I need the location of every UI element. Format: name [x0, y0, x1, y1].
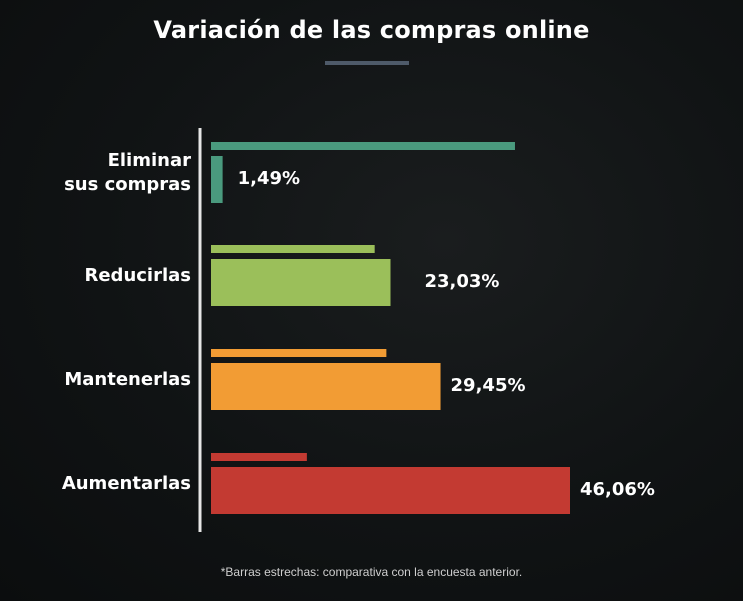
value-bar	[211, 363, 441, 410]
category-label: Aumentarlas	[61, 472, 191, 494]
value-bar	[211, 259, 391, 306]
comparison-bar	[211, 245, 375, 253]
comparison-bar	[211, 453, 307, 461]
data-label: 29,45%	[450, 374, 526, 396]
value-bar	[211, 156, 223, 203]
value-bar	[211, 467, 570, 514]
comparison-bar	[211, 349, 387, 357]
category-label: Reducirlas	[84, 264, 191, 286]
category-label: Mantenerlas	[64, 368, 191, 390]
data-label: 1,49%	[237, 167, 301, 189]
chart-title: Variación de las compras online	[153, 16, 590, 44]
footnote: *Barras estrechas: comparativa con la en…	[220, 565, 523, 579]
data-label: 46,06%	[580, 478, 655, 500]
category-label: Eliminar sus compras	[64, 149, 191, 195]
title-underline	[325, 61, 409, 65]
comparison-bar	[211, 142, 515, 150]
data-label: 23,03%	[424, 270, 500, 292]
